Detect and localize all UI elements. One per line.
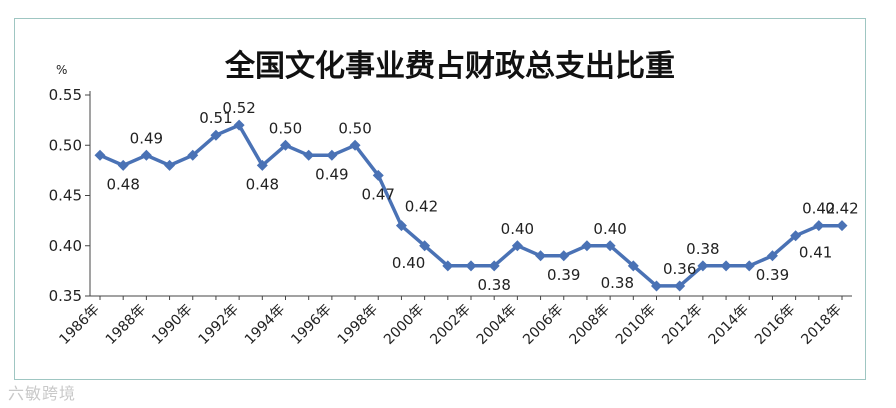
data-point-marker xyxy=(395,220,407,232)
x-tick-label: 2006年 xyxy=(520,302,566,348)
data-point-marker xyxy=(790,230,802,242)
data-point-marker xyxy=(511,240,523,252)
data-point-marker xyxy=(442,260,454,272)
data-point-marker xyxy=(117,159,129,171)
data-label: 0.52 xyxy=(222,99,255,117)
x-tick-label: 2000年 xyxy=(381,302,427,348)
y-tick-label: 0.55 xyxy=(49,86,82,104)
data-point-marker xyxy=(187,149,199,161)
data-point-marker xyxy=(280,139,291,151)
data-point-marker xyxy=(651,280,662,292)
data-label: 0.49 xyxy=(315,165,348,183)
x-tick-label: 2008年 xyxy=(567,302,613,348)
data-label: 0.39 xyxy=(547,266,580,284)
data-label: 0.38 xyxy=(601,274,634,292)
x-tick-label: 1986年 xyxy=(56,302,102,348)
data-label: 0.42 xyxy=(825,200,858,218)
data-point-marker xyxy=(674,280,686,292)
data-label: 0.42 xyxy=(802,200,835,218)
data-point-marker xyxy=(465,260,477,272)
x-tick-label: 2016年 xyxy=(752,302,798,348)
data-label: 0.39 xyxy=(756,266,789,284)
data-point-marker xyxy=(140,149,152,161)
y-tick-label: 0.35 xyxy=(49,287,82,305)
data-label: 0.41 xyxy=(799,244,832,262)
data-label: 0.47 xyxy=(362,185,395,203)
data-point-marker xyxy=(766,250,778,262)
x-tick-label: 2012年 xyxy=(659,302,705,348)
data-labels: 0.48 0.49 0.510.52 0.48 0.50 0.49 0.50 0.47 0.42… xyxy=(106,99,858,294)
x-tick-label: 1998年 xyxy=(335,302,381,348)
x-tick-label: 2018年 xyxy=(798,302,844,348)
data-point-marker xyxy=(604,240,616,252)
y-axis-unit: % xyxy=(56,63,67,77)
data-point-marker xyxy=(743,260,755,272)
y-tick-label: 0.50 xyxy=(49,136,82,154)
data-label: 0.38 xyxy=(686,240,719,258)
data-point-marker xyxy=(627,260,639,272)
data-point-marker xyxy=(720,260,732,272)
data-label: 0.40 xyxy=(593,220,626,238)
data-point-marker xyxy=(697,260,709,272)
data-point-marker xyxy=(419,240,431,252)
x-tick-label: 2010年 xyxy=(613,302,659,348)
data-label: 0.51 xyxy=(199,109,232,127)
data-point-marker xyxy=(349,139,361,151)
x-tick-label: 1990年 xyxy=(149,302,195,348)
x-tick-label: 2002年 xyxy=(427,302,473,348)
x-tick-label: 1992年 xyxy=(196,302,242,348)
data-point-marker xyxy=(164,159,176,171)
x-tick-label: 2004年 xyxy=(474,302,520,348)
data-label: 0.48 xyxy=(246,175,279,193)
data-label: 0.42 xyxy=(405,198,438,216)
data-label: 0.49 xyxy=(130,129,163,147)
data-point-marker xyxy=(581,240,593,252)
data-label: 0.40 xyxy=(501,220,534,238)
data-point-marker xyxy=(326,149,338,161)
data-point-marker xyxy=(813,220,825,232)
data-label: 0.48 xyxy=(106,175,139,193)
data-point-marker xyxy=(233,119,245,131)
watermark: 六敏跨境 xyxy=(8,384,77,403)
tick-labels: 0.35 0.40 0.45 0.50 0.55 1986年 1988年 1990年 1992年… xyxy=(49,86,845,348)
chart-title: 全国文化事业费占财政总支出比重 xyxy=(224,49,675,84)
data-point-marker xyxy=(256,159,268,171)
data-label: 0.36 xyxy=(663,260,696,278)
data-label: 0.50 xyxy=(338,119,371,137)
data-points xyxy=(94,119,848,292)
data-point-marker xyxy=(372,169,384,181)
data-point-marker xyxy=(535,250,547,262)
chart-frame xyxy=(14,18,866,380)
y-tick-label: 0.45 xyxy=(49,187,82,205)
data-label: 0.40 xyxy=(392,254,425,272)
x-tick-label: 1988年 xyxy=(103,302,149,348)
data-label: 0.38 xyxy=(477,276,510,294)
data-point-marker xyxy=(488,260,500,272)
y-tick-label: 0.40 xyxy=(49,237,82,255)
x-tick-label: 1996年 xyxy=(288,302,334,348)
axes xyxy=(85,91,852,300)
data-point-marker xyxy=(558,250,570,262)
data-point-marker xyxy=(836,220,848,232)
data-point-marker xyxy=(303,149,315,161)
x-tick-label: 1994年 xyxy=(242,302,288,348)
data-point-marker xyxy=(94,149,106,161)
data-label: 0.50 xyxy=(269,119,302,137)
data-point-marker xyxy=(210,129,222,141)
x-tick-label: 2014年 xyxy=(706,302,752,348)
